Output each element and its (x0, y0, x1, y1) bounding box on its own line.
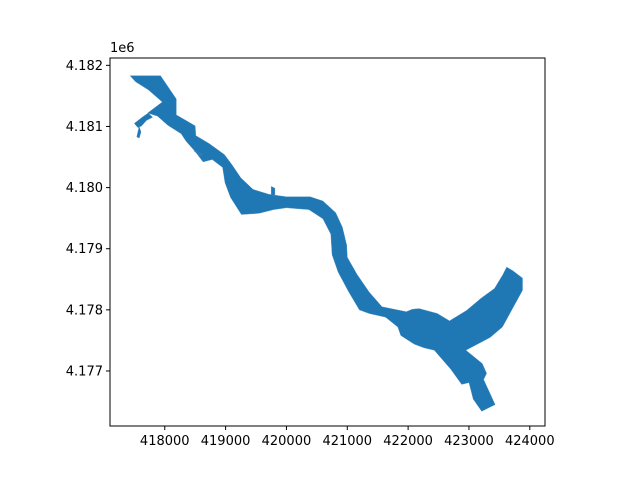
y-tick-label: 4.182 (66, 59, 103, 74)
x-axis: 418000 419000 420000 421000 422000 423000 4240… (140, 426, 555, 449)
x-tick-label: 422000 (383, 434, 433, 449)
y-tick-label: 4.181 (66, 120, 103, 135)
y-tick-label: 4.177 (66, 364, 103, 379)
x-tick-label: 420000 (262, 434, 312, 449)
y-tick-label: 4.178 (66, 303, 103, 318)
y-offset-label: 1e6 (110, 41, 135, 56)
polygon-inlet-mid (193, 150, 203, 157)
x-tick-label: 424000 (505, 434, 555, 449)
plot-area (129, 75, 523, 412)
x-tick-label: 421000 (322, 434, 372, 449)
polygon-side-channel-west-spur (136, 125, 142, 139)
y-axis: 4.177 4.178 4.179 4.180 4.181 4.182 (66, 59, 110, 379)
polygon-inlet-north-bend (271, 186, 276, 196)
polygon-side-channel-west (134, 112, 153, 128)
polygon-river-main (129, 75, 523, 412)
axes-frame (109, 57, 546, 427)
y-tick-label: 4.180 (66, 181, 103, 196)
x-tick-label: 419000 (201, 434, 251, 449)
x-tick-label: 423000 (444, 434, 494, 449)
y-tick-label: 4.179 (66, 242, 103, 257)
x-tick-label: 418000 (140, 434, 190, 449)
